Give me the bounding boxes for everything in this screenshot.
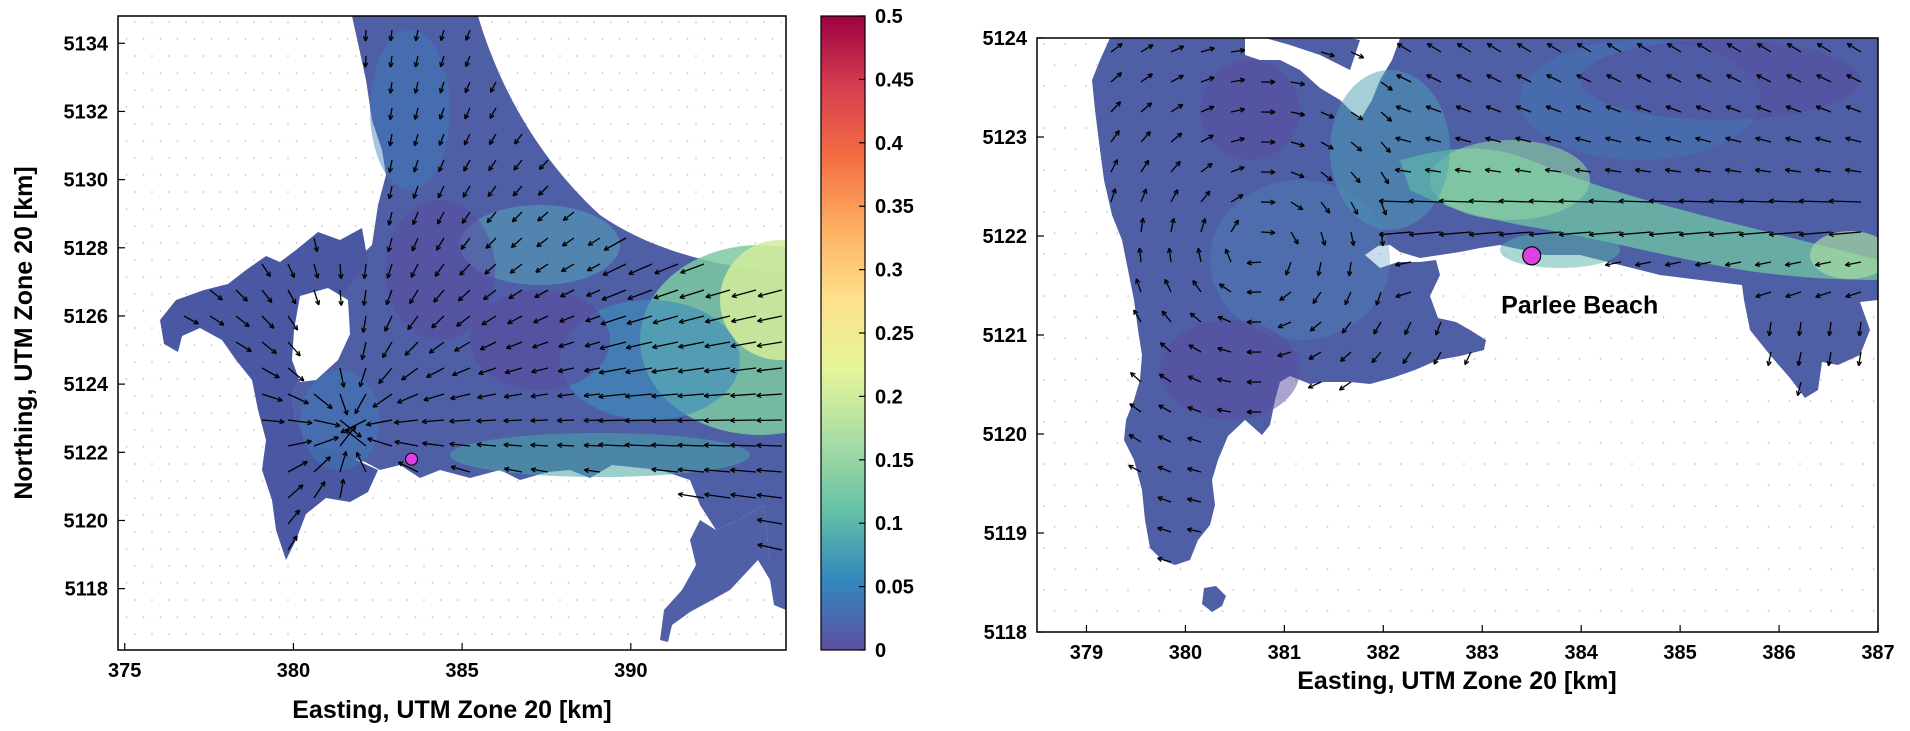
right-x-tick-label: 387 [1861,642,1894,664]
right-speed-e [1210,180,1390,340]
right-speed-a [1430,140,1590,220]
colorbar-tick-label: 0.45 [875,69,914,91]
right-y-tick-label: 5119 [984,523,1027,545]
right-y-tick-label: 5124 [983,28,1028,50]
left-y-tick-label: 5132 [64,101,109,123]
left-y-tick-label: 5126 [64,306,109,328]
colorbar-tick-label: 0.1 [875,513,903,535]
left-panel: 375 380 385 390 5118 5120 5122 5124 5126 5128 513… [10,16,880,724]
right-panel: Parlee Beach 379 380 381 382 383 384 385 386 387… [983,28,1895,695]
left-speed-f [370,30,450,190]
right-y-tick-label: 5118 [984,622,1027,644]
right-speed-g [1200,60,1300,160]
colorbar-tick-label: 0.25 [875,323,914,345]
right-speed-i [1500,232,1620,268]
colorbar: 0 0.05 0.1 0.15 0.2 0.25 0.3 0.35 0.4 0.45 0.5 [821,6,914,662]
left-x-tick-label: 390 [614,660,647,682]
right-y-tick-label: 5123 [983,127,1028,149]
right-x-axis-label: Easting, UTM Zone 20 [km] [1297,667,1616,695]
left-y-tick-label: 5122 [64,442,109,464]
left-y-tick-label: 5120 [64,510,109,532]
colorbar-tick-label: 0.5 [875,6,903,28]
left-x-tick-label: 380 [277,660,310,682]
left-y-tick-label: 5130 [64,170,109,192]
colorbar-tick-label: 0.4 [875,133,904,155]
right-x-tick-label: 379 [1070,642,1103,664]
left-y-tick-label: 5118 [65,579,108,601]
right-y-tick-label: 5120 [983,424,1028,446]
left-x-tick-label: 375 [108,660,141,682]
right-x-tick-label: 383 [1466,642,1499,664]
colorbar-tick-label: 0.2 [875,386,903,408]
left-speed-h [470,290,610,390]
left-y-tick-label: 5124 [64,374,109,396]
right-beach-marker [1523,247,1541,265]
colorbar-tick-label: 0.15 [875,450,914,472]
right-x-tick-label: 384 [1564,642,1598,664]
colorbar-tick-label: 0.35 [875,196,914,218]
left-beach-marker [406,453,418,465]
colorbar-tick-label: 0 [875,640,886,662]
right-x-tick-label: 386 [1762,642,1795,664]
colorbar-gradient [821,16,865,650]
left-y-axis-label: Northing, UTM Zone 20 [km] [10,166,38,499]
right-beach-annotation: Parlee Beach [1501,291,1658,319]
right-y-tick-label: 5121 [983,325,1028,347]
left-y-ticks: 5118 5120 5122 5124 5126 5128 5130 5132 5134 [64,33,126,600]
left-y-tick-label: 5128 [64,238,109,260]
right-x-tick-label: 380 [1169,642,1202,664]
right-x-tick-label: 385 [1663,642,1696,664]
colorbar-ticks: 0 0.05 0.1 0.15 0.2 0.25 0.3 0.35 0.4 0.45 0.5 [859,6,914,662]
right-y-ticks: 5118 5119 5120 5121 5122 5123 5124 [983,28,1045,644]
left-x-tick-label: 385 [445,660,478,682]
colorbar-tick-label: 0.3 [875,260,903,282]
right-x-tick-label: 381 [1268,642,1301,664]
right-x-tick-label: 382 [1367,642,1400,664]
left-y-tick-label: 5134 [64,33,109,55]
right-y-tick-label: 5122 [983,226,1028,248]
right-speed-f [1160,320,1300,420]
colorbar-tick-label: 0.05 [875,577,914,599]
left-x-axis-label: Easting, UTM Zone 20 [km] [292,696,611,724]
